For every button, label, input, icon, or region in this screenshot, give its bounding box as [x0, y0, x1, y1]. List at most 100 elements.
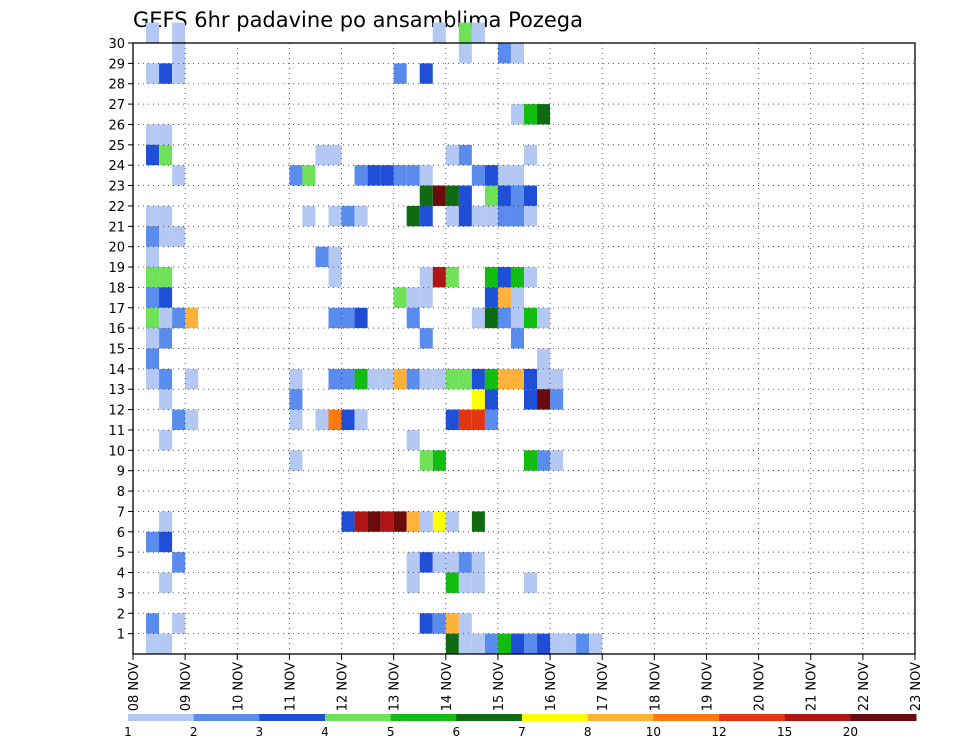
heatmap-cell: [589, 633, 603, 654]
heatmap-cell: [172, 226, 186, 247]
heatmap-cell: [484, 185, 498, 206]
heatmap-cell: [172, 63, 186, 84]
x-tick-label: 14 NOV: [440, 662, 455, 711]
y-tick-label: 6: [117, 526, 125, 541]
heatmap-cell: [471, 409, 485, 430]
heatmap-cell: [354, 409, 368, 430]
heatmap-cell: [341, 368, 355, 390]
heatmap-cell: [458, 144, 472, 166]
heatmap-cell: [367, 368, 381, 390]
heatmap-cell: [497, 165, 511, 186]
heatmap-cell: [419, 165, 433, 186]
heatmap-cell: [445, 633, 459, 654]
heatmap-cell: [172, 165, 186, 186]
colorbar-label: 5: [387, 725, 395, 739]
heatmap-cell: [471, 572, 485, 593]
heatmap-cell: [471, 511, 485, 532]
x-tick-label: 22 NOV: [857, 662, 872, 711]
heatmap-cell: [458, 22, 472, 43]
heatmap-cell: [289, 409, 303, 430]
heatmap-cell: [497, 185, 511, 206]
heatmap-cell: [146, 124, 160, 145]
heatmap-cell: [159, 124, 173, 145]
heatmap-cell: [159, 328, 173, 349]
heatmap-cell: [146, 613, 160, 634]
heatmap-cell: [537, 450, 551, 471]
heatmap-cell: [328, 246, 342, 268]
heatmap-cell: [550, 389, 564, 410]
heatmap-cells: [146, 22, 603, 654]
heatmap-cell: [484, 389, 498, 410]
heatmap-cell: [146, 328, 160, 349]
colorbar-swatch: [128, 714, 195, 721]
heatmap-cell: [550, 368, 564, 390]
heatmap-cell: [406, 429, 420, 451]
y-tick-label: 20: [108, 241, 125, 256]
colorbar-swatch: [522, 714, 589, 721]
y-tick-label: 25: [108, 139, 125, 154]
heatmap-cell: [537, 368, 551, 390]
heatmap-cell: [510, 328, 524, 349]
colorbar-label: 12: [711, 725, 726, 739]
y-tick-label: 17: [108, 302, 125, 317]
heatmap-cell: [524, 104, 538, 125]
heatmap-cell: [146, 144, 160, 166]
heatmap-cell: [484, 205, 498, 227]
colorbar-label: 8: [584, 725, 592, 739]
heatmap-cell: [458, 409, 472, 430]
y-tick-label: 4: [117, 567, 125, 582]
heatmap-cell: [367, 165, 381, 186]
heatmap-cell: [159, 267, 173, 288]
heatmap-cell: [419, 328, 433, 349]
heatmap-cell: [445, 511, 459, 532]
heatmap-cell: [484, 633, 498, 654]
y-tick-label: 19: [108, 261, 125, 276]
heatmap-cell: [393, 287, 407, 308]
heatmap-cell: [471, 307, 485, 329]
heatmap-cell: [471, 389, 485, 410]
heatmap-cell: [484, 368, 498, 390]
heatmap-cell: [497, 43, 511, 64]
heatmap-cell: [432, 613, 446, 634]
heatmap-cell: [289, 165, 303, 186]
heatmap-cell: [524, 267, 538, 288]
heatmap-cell: [524, 144, 538, 166]
heatmap-cell: [524, 185, 538, 206]
heatmap-cell: [159, 531, 173, 553]
heatmap-cell: [458, 185, 472, 206]
heatmap-cell: [172, 43, 186, 64]
heatmap-cell: [432, 450, 446, 471]
heatmap-cell: [380, 165, 394, 186]
colorbar-label: 2: [190, 725, 198, 739]
heatmap-cell: [172, 613, 186, 634]
heatmap-cell: [406, 511, 420, 532]
heatmap-cell: [146, 368, 160, 390]
x-tick-label: 23 NOV: [909, 662, 924, 711]
heatmap-cell: [146, 246, 160, 268]
heatmap-cell: [524, 307, 538, 329]
heatmap-cell: [484, 307, 498, 329]
heatmap-cell: [380, 368, 394, 390]
y-tick-label: 26: [108, 118, 125, 133]
heatmap-cell: [328, 205, 342, 227]
heatmap-cell: [354, 511, 368, 532]
heatmap-cell: [471, 165, 485, 186]
colorbar-label: 10: [646, 725, 661, 739]
heatmap-cell: [146, 287, 160, 308]
colorbar-swatch: [587, 714, 654, 721]
colorbar-label: 6: [453, 725, 461, 739]
heatmap-cell: [159, 205, 173, 227]
heatmap-cell: [172, 22, 186, 43]
heatmap-cell: [537, 307, 551, 329]
y-axis: 1234567891011121314151617181920212223242…: [108, 37, 133, 643]
heatmap-cell: [341, 409, 355, 430]
heatmap-cell: [484, 267, 498, 288]
heatmap-cell: [289, 368, 303, 390]
heatmap-cell: [393, 63, 407, 84]
colorbar-swatch: [193, 714, 260, 721]
heatmap-cell: [341, 511, 355, 532]
y-tick-label: 10: [108, 444, 125, 459]
heatmap-cell: [159, 429, 173, 451]
heatmap-cell: [406, 205, 420, 227]
